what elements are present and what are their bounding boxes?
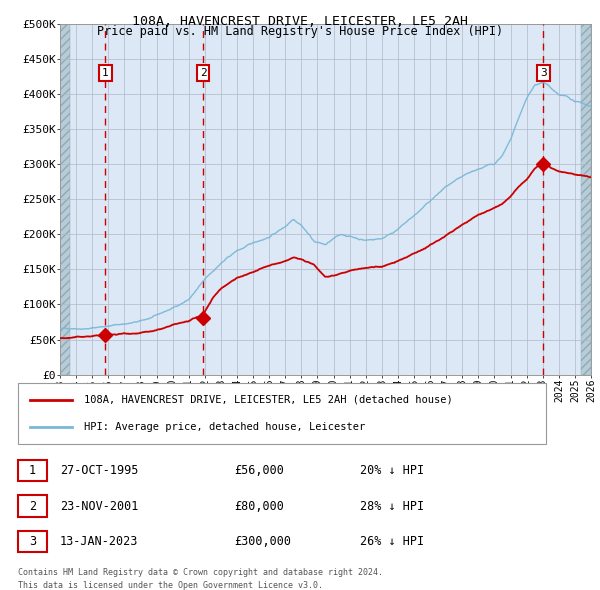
Text: 13-JAN-2023: 13-JAN-2023 (60, 535, 139, 548)
FancyBboxPatch shape (18, 531, 47, 552)
Text: 1: 1 (102, 68, 109, 78)
Bar (60, 24, 70, 375)
Text: 1: 1 (29, 464, 36, 477)
FancyBboxPatch shape (18, 460, 47, 481)
Text: 108A, HAVENCREST DRIVE, LEICESTER, LE5 2AH: 108A, HAVENCREST DRIVE, LEICESTER, LE5 2… (132, 15, 468, 28)
Bar (581, 24, 591, 375)
Text: £80,000: £80,000 (234, 500, 284, 513)
Text: 2: 2 (200, 68, 206, 78)
Text: Price paid vs. HM Land Registry's House Price Index (HPI): Price paid vs. HM Land Registry's House … (97, 25, 503, 38)
Text: 28% ↓ HPI: 28% ↓ HPI (360, 500, 424, 513)
FancyBboxPatch shape (18, 495, 47, 517)
Text: £300,000: £300,000 (234, 535, 291, 548)
FancyBboxPatch shape (18, 384, 546, 444)
Text: This data is licensed under the Open Government Licence v3.0.: This data is licensed under the Open Gov… (18, 581, 323, 590)
Text: £56,000: £56,000 (234, 464, 284, 477)
Text: 2: 2 (29, 500, 36, 513)
Text: Contains HM Land Registry data © Crown copyright and database right 2024.: Contains HM Land Registry data © Crown c… (18, 568, 383, 577)
Text: HPI: Average price, detached house, Leicester: HPI: Average price, detached house, Leic… (84, 422, 365, 432)
Bar (60, 24, 70, 375)
Text: 3: 3 (540, 68, 547, 78)
Text: 23-NOV-2001: 23-NOV-2001 (60, 500, 139, 513)
Text: 26% ↓ HPI: 26% ↓ HPI (360, 535, 424, 548)
Text: 3: 3 (29, 535, 36, 548)
Text: 20% ↓ HPI: 20% ↓ HPI (360, 464, 424, 477)
Text: 27-OCT-1995: 27-OCT-1995 (60, 464, 139, 477)
Bar (581, 24, 591, 375)
Text: 108A, HAVENCREST DRIVE, LEICESTER, LE5 2AH (detached house): 108A, HAVENCREST DRIVE, LEICESTER, LE5 2… (84, 395, 453, 405)
